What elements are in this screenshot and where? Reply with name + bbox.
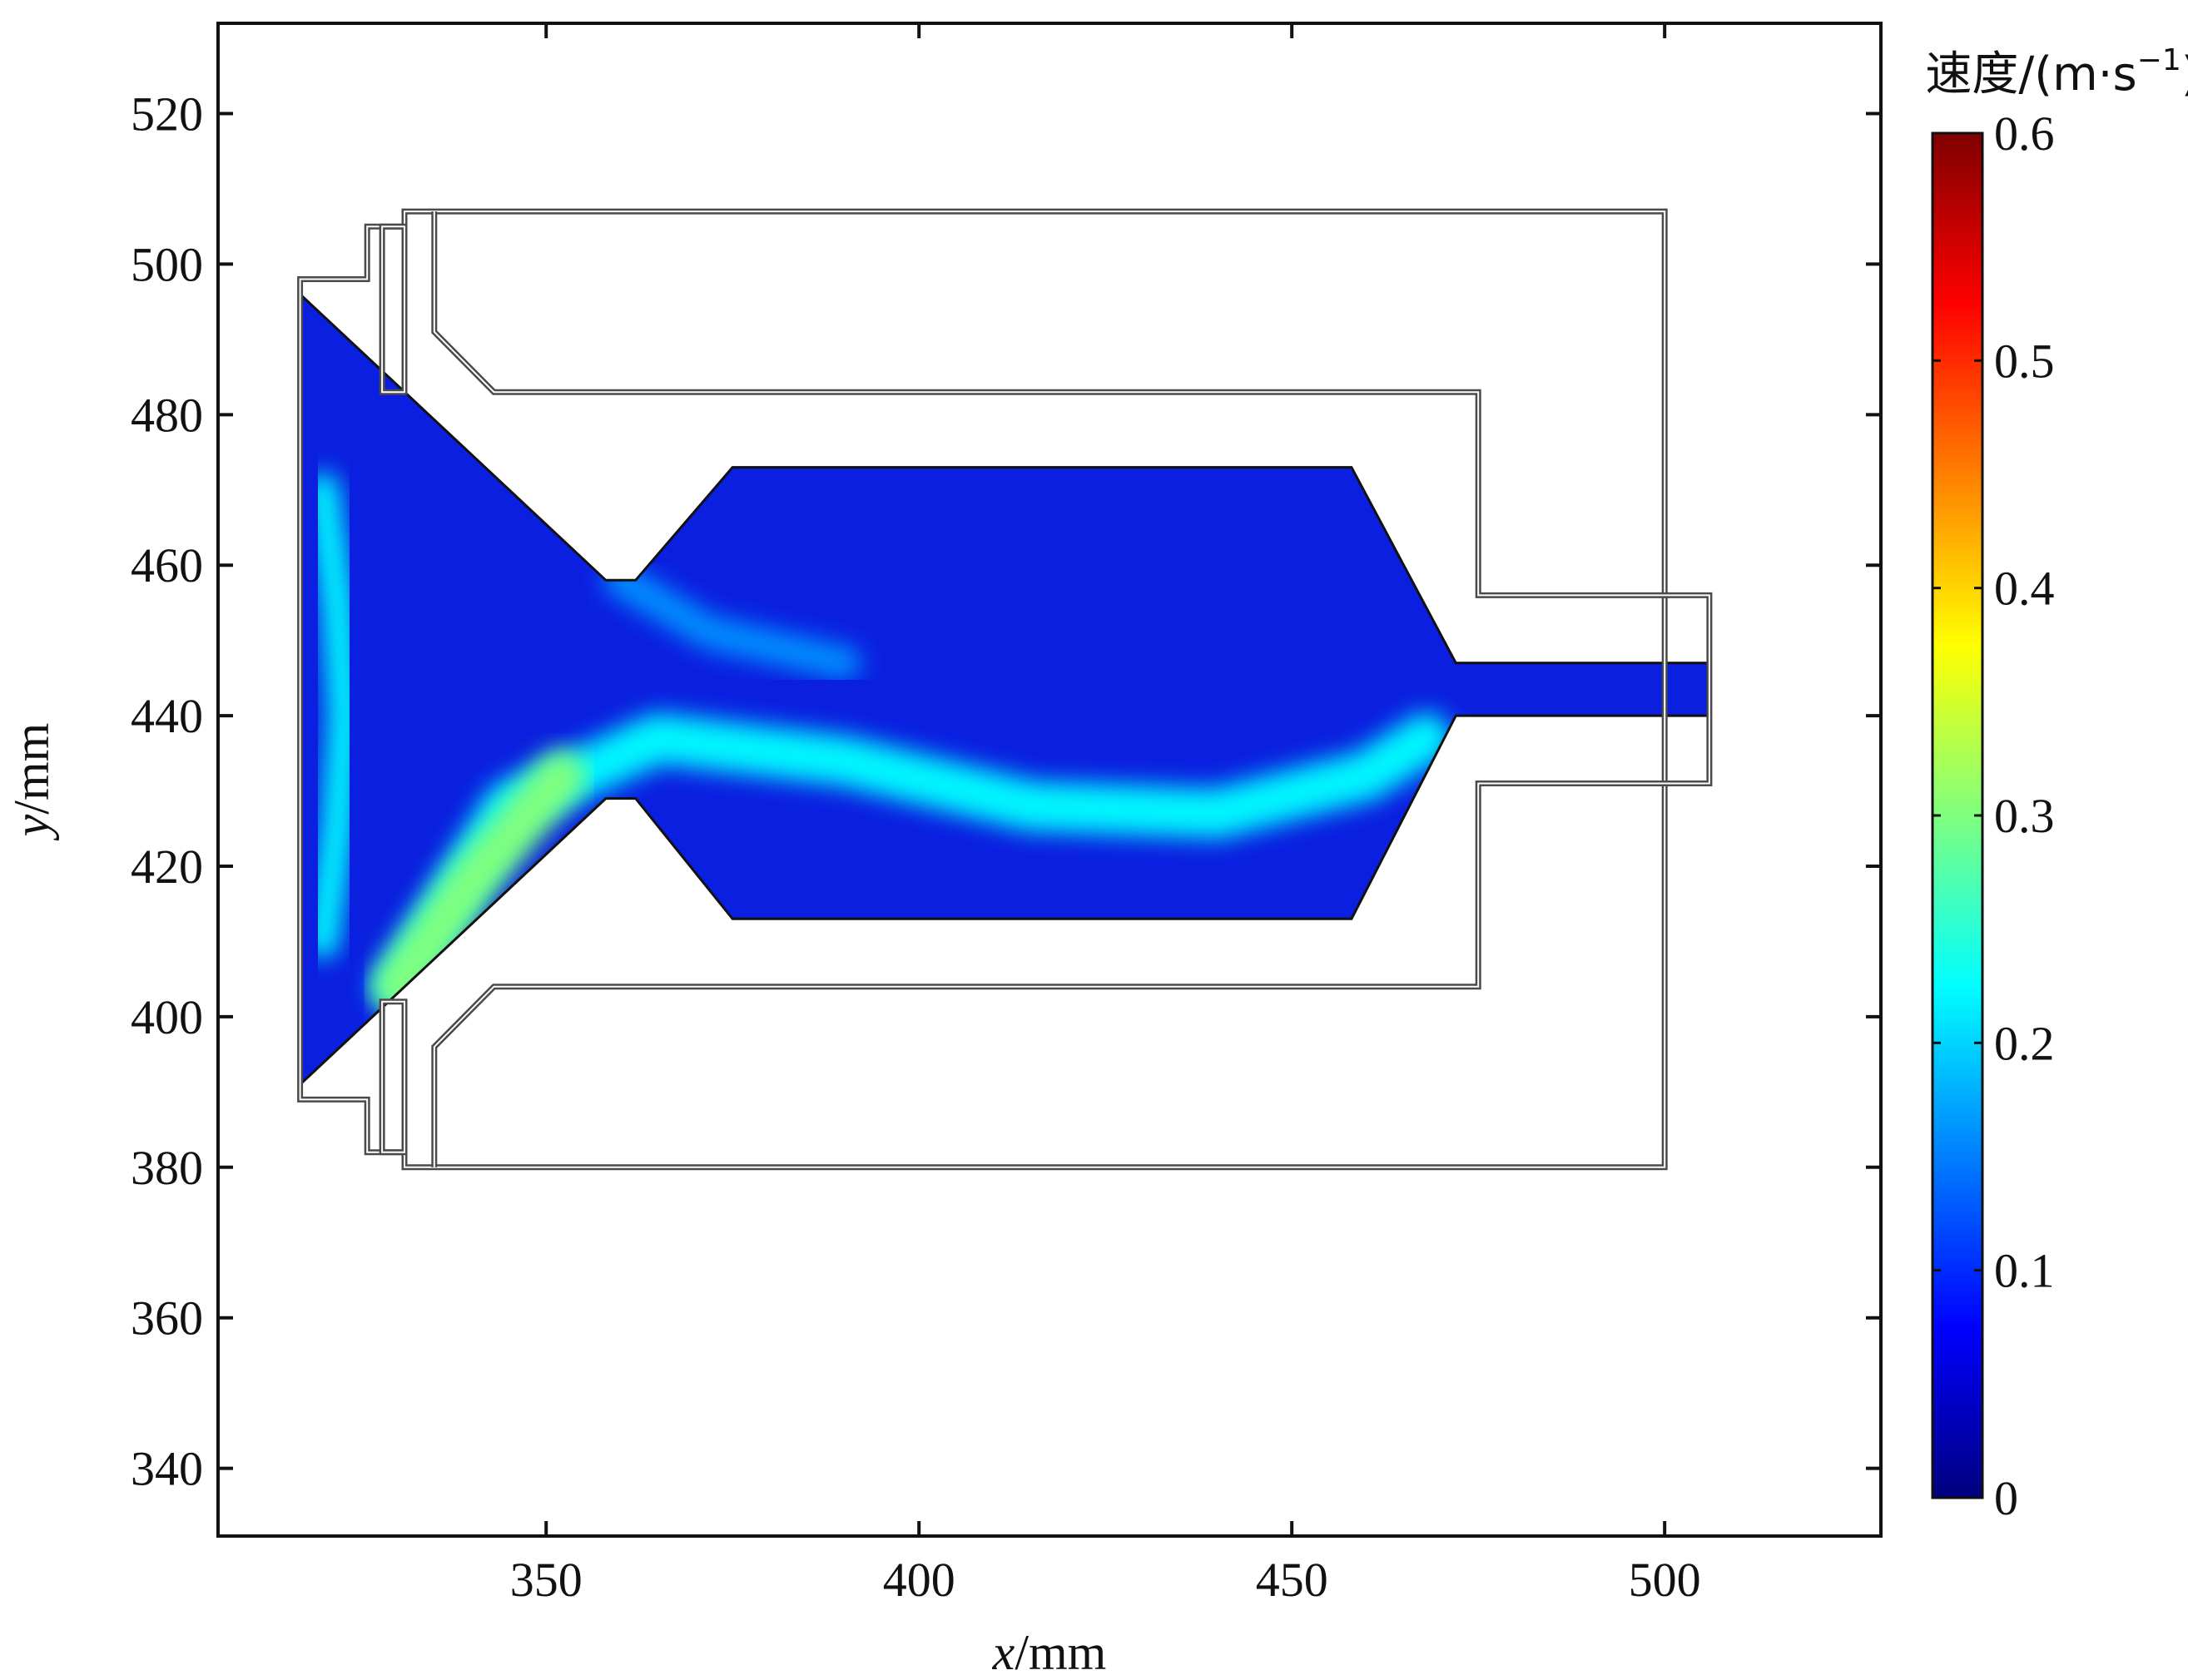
x-tick-label: 400 xyxy=(883,1553,955,1607)
y-tick-label: 460 xyxy=(131,538,203,592)
y-tick-label: 340 xyxy=(131,1442,203,1496)
y-tick-label: 400 xyxy=(131,990,203,1044)
flow-field xyxy=(300,294,1709,1085)
x-tick-label: 350 xyxy=(510,1553,583,1607)
inner-channel-upper-inner-line xyxy=(433,211,1710,1167)
colorbar-tick-label: 0 xyxy=(1994,1471,2018,1525)
y-tick-label: 520 xyxy=(131,87,203,141)
y-tick-label: 420 xyxy=(131,840,203,894)
slot-inlet-upper-outline xyxy=(379,223,408,395)
colorbar-tick-label: 0.3 xyxy=(1994,789,2055,843)
flow-jet-1 xyxy=(372,751,587,1012)
slot-inlet-upper-inner-line xyxy=(381,225,405,394)
colorbar-title: 速度/(m·s−1) xyxy=(1925,43,2188,102)
x-axis-label: x/mm xyxy=(992,1625,1107,1680)
y-tick-label: 440 xyxy=(131,689,203,743)
y-axis: 340 360 380 400 420 440 460 480 500 520 xyxy=(131,87,1881,1496)
colorbar-tick-label: 0.1 xyxy=(1994,1244,2055,1298)
colorbar-tick-label: 0.4 xyxy=(1994,562,2055,616)
outer-housing-upper-inner-line xyxy=(299,211,1666,1168)
x-tick-label: 500 xyxy=(1629,1553,1701,1607)
colorbar-ticks: 0 0.1 0.2 0.3 0.4 0.5 0.6 xyxy=(1932,107,2055,1525)
x-tick-label: 450 xyxy=(1256,1553,1328,1607)
flow-features xyxy=(305,294,1709,1085)
fluid-domain-fill xyxy=(300,294,1709,1085)
x-axis: 350 400 450 500 xyxy=(510,23,1701,1607)
plot-frame xyxy=(216,22,1883,1538)
housing-outlines xyxy=(297,208,1713,1171)
slot-inlet-lower-outline xyxy=(379,999,408,1156)
y-axis-label: y/mm xyxy=(4,723,59,842)
colorbar-tick-label: 0.5 xyxy=(1994,334,2055,388)
y-tick-label: 480 xyxy=(131,388,203,442)
y-tick-label: 360 xyxy=(131,1291,203,1345)
flow-wall-layer-2 xyxy=(305,473,362,959)
y-tick-label: 380 xyxy=(131,1141,203,1195)
y-tick-label: 500 xyxy=(131,237,203,291)
colorbar-tick-label: 0.2 xyxy=(1994,1016,2055,1070)
flow-wall-layer-3 xyxy=(603,563,861,680)
slot-inlet-lower-inner-line xyxy=(381,1000,405,1153)
colorbar-tick-label: 0.6 xyxy=(1994,107,2055,161)
